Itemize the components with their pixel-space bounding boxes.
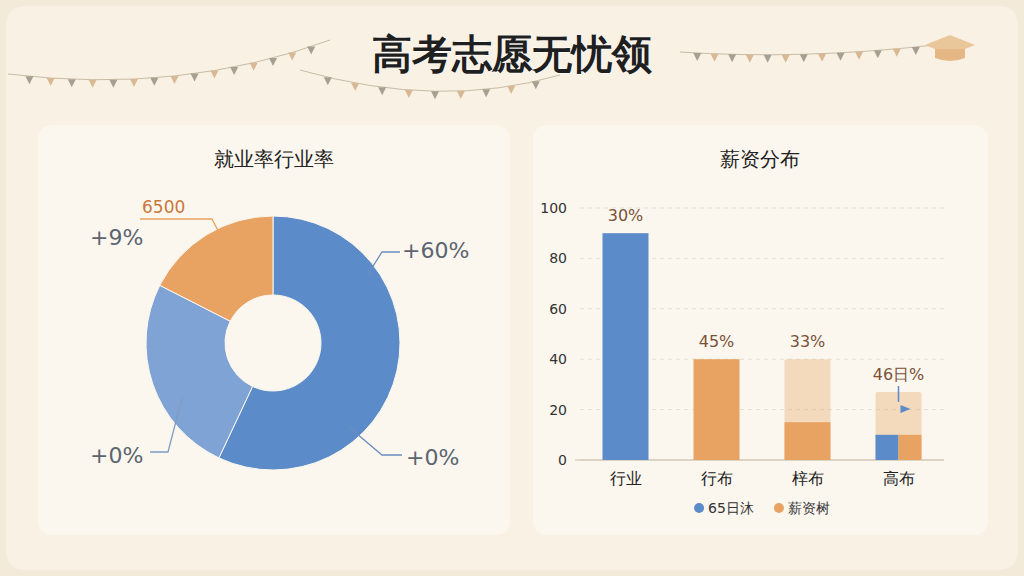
bunting-flag xyxy=(171,76,179,84)
leader-line xyxy=(368,252,400,274)
bunting-flag xyxy=(693,53,701,61)
bar xyxy=(603,233,649,460)
arrow xyxy=(901,405,911,413)
bunting-flag xyxy=(800,54,808,62)
bars xyxy=(603,233,922,460)
bunting-flag xyxy=(269,58,277,66)
bunting-flag xyxy=(288,53,296,61)
annotation: 33% xyxy=(790,332,826,351)
tick-label: 0 xyxy=(558,452,567,468)
cap-icon xyxy=(935,49,965,61)
annotation: +0% xyxy=(90,443,143,468)
panel xyxy=(38,125,510,535)
bunting-flag xyxy=(457,91,465,99)
annotation: 30% xyxy=(608,206,644,225)
legend-label: 65日沐 xyxy=(708,500,754,516)
tick-label: 100 xyxy=(540,200,567,216)
frame xyxy=(6,6,1018,570)
bar xyxy=(694,359,740,460)
bunting-flag xyxy=(711,54,719,62)
bunting-flag xyxy=(764,55,772,63)
category-label: 梓布 xyxy=(792,469,824,488)
bunting-flag xyxy=(836,53,844,61)
bunting-flag xyxy=(893,49,901,57)
bar xyxy=(899,435,922,460)
bunting-flag xyxy=(130,79,138,87)
bunting-flag xyxy=(210,71,218,79)
bunting-flag xyxy=(874,50,882,58)
bunting-flag xyxy=(68,79,76,87)
bunting-flag xyxy=(324,77,332,85)
bunting-flag xyxy=(431,91,439,99)
bunting-flag xyxy=(150,78,158,86)
legend-marker xyxy=(694,503,704,513)
category-label: 行布 xyxy=(701,469,733,488)
annotation: 46日% xyxy=(873,365,925,384)
annotation: +60% xyxy=(402,238,469,263)
bunting-flag xyxy=(89,80,97,88)
tick-label: 40 xyxy=(549,351,567,367)
bunting-flag xyxy=(728,54,736,62)
bunting-flag xyxy=(191,74,199,82)
tick-label: 60 xyxy=(549,301,567,317)
legend-label: 薪资树 xyxy=(788,500,830,516)
tick-label: 80 xyxy=(549,250,567,266)
bunting-flag xyxy=(818,54,826,62)
bunting-flag xyxy=(378,87,386,95)
bunting-flag xyxy=(25,76,33,84)
bunting-flag xyxy=(405,90,413,98)
legend: 65日沐 薪资树 xyxy=(694,500,830,516)
page: {"title": "高考志愿无忧领", "chart_data": [ {"t… xyxy=(0,0,1024,576)
annotation: +0% xyxy=(406,445,459,470)
bunting-flag xyxy=(532,81,540,89)
bar xyxy=(876,435,899,460)
bunting-flag xyxy=(855,52,863,60)
arrow xyxy=(898,386,900,402)
bunting-flag xyxy=(47,78,55,86)
bunting-flag xyxy=(109,80,117,88)
annotation: 45% xyxy=(699,332,735,351)
bunting-flag xyxy=(230,67,238,75)
category-label: 行业 xyxy=(610,469,642,488)
tick-label: 20 xyxy=(549,402,567,418)
bunting-flag xyxy=(250,63,258,71)
chart-title: 就业率行业率 xyxy=(214,147,334,171)
bunting-flag xyxy=(782,55,790,63)
donut xyxy=(146,216,400,470)
category-label: 高布 xyxy=(883,469,915,488)
bunting-string xyxy=(8,40,330,80)
highlight-bar xyxy=(876,392,922,460)
bunting-flag xyxy=(912,47,920,55)
bunting-flag xyxy=(507,86,515,94)
leader-line xyxy=(140,219,226,246)
annotation: 6500 xyxy=(142,197,185,217)
legend-marker xyxy=(774,503,784,513)
chart-title: 薪资分布 xyxy=(720,147,800,171)
bunting-flag xyxy=(307,47,315,55)
leader-line xyxy=(350,428,402,455)
bar xyxy=(785,422,831,460)
bunting-flag xyxy=(746,55,754,63)
page-title: 高考志愿无忧领 xyxy=(372,31,652,77)
donut-slice xyxy=(160,216,273,321)
leader-line xyxy=(150,398,182,452)
annotation: +9% xyxy=(90,225,143,250)
background xyxy=(0,0,1024,576)
panel xyxy=(533,125,988,535)
bunting-flag xyxy=(482,89,490,97)
highlight-bar xyxy=(785,359,831,460)
bunting-flag xyxy=(351,83,359,91)
canvas: 高考志愿无忧领就业率行业率 6500 +9% +60% +0% +0% 薪资分布 0 20 40 6… xyxy=(0,0,1024,576)
